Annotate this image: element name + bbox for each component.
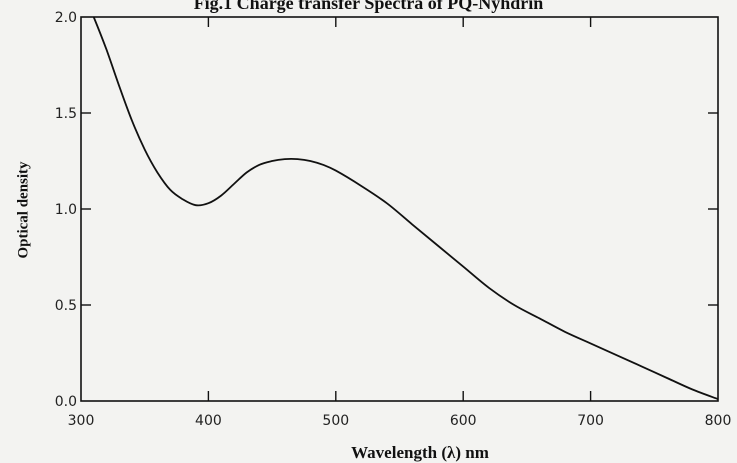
x-tick-label: 700 [577, 413, 604, 429]
y-tick-label: 1.0 [55, 202, 77, 218]
x-axis-ticks: 300 400 500 600 700 800 [68, 17, 732, 429]
y-tick-label: 2.0 [55, 10, 77, 26]
x-tick-label: 300 [68, 413, 95, 429]
y-axis-ticks: 0.0 0.5 1.0 1.5 2.0 [55, 10, 718, 410]
y-tick-label: 0.0 [55, 394, 77, 410]
y-axis-label: Optical density [15, 161, 32, 259]
spectrum-line [92, 16, 719, 400]
y-tick-label: 0.5 [55, 298, 77, 314]
chart-title: Fig.1 Charge transfer Spectra of PQ-Nyhd… [193, 0, 544, 13]
x-tick-label: 500 [322, 413, 349, 429]
plot-frame [80, 16, 719, 402]
x-axis-label: Wavelength (λ) nm [351, 443, 489, 462]
x-tick-label: 600 [450, 413, 477, 429]
y-tick-label: 1.5 [55, 106, 77, 122]
x-tick-label: 800 [705, 413, 732, 429]
x-tick-label: 400 [195, 413, 222, 429]
